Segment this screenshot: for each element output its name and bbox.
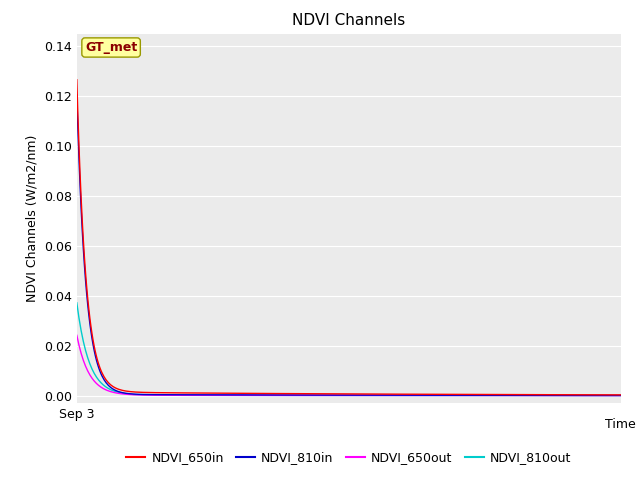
Text: GT_met: GT_met [85, 41, 137, 54]
Y-axis label: NDVI Channels (W/m2/nm): NDVI Channels (W/m2/nm) [26, 135, 38, 302]
Legend: NDVI_650in, NDVI_810in, NDVI_650out, NDVI_810out: NDVI_650in, NDVI_810in, NDVI_650out, NDV… [122, 446, 576, 469]
X-axis label: Time: Time [605, 418, 636, 431]
Title: NDVI Channels: NDVI Channels [292, 13, 405, 28]
